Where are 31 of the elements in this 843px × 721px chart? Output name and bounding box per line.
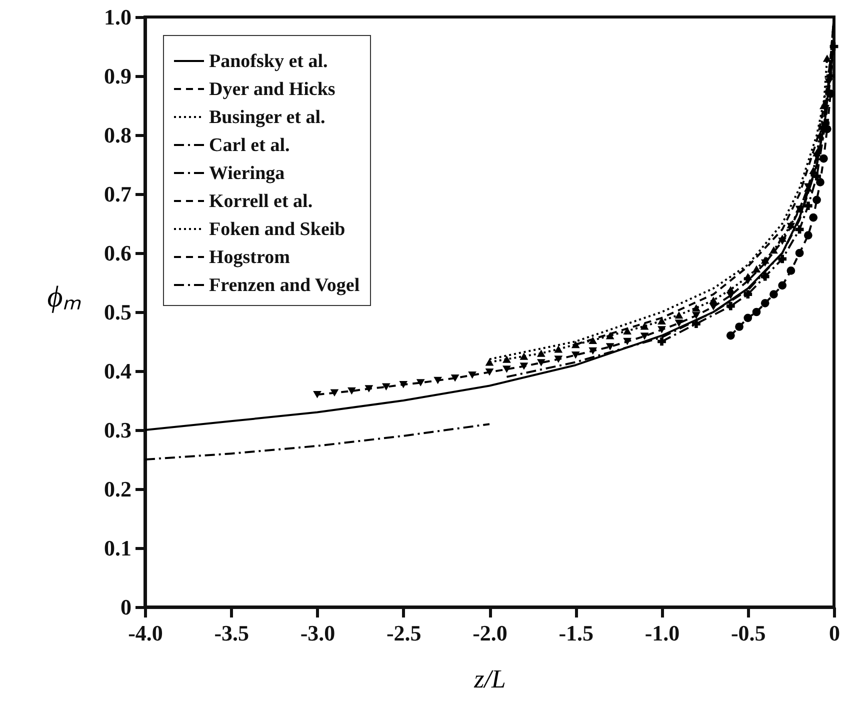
legend-label: Foken and Skeib [209, 219, 346, 240]
x-tick-label: -2.5 [386, 620, 422, 646]
x-axis-title: z/L [473, 664, 506, 694]
y-tick-label: 0.8 [104, 122, 132, 148]
legend-label: Frenzen and Vogel [209, 275, 360, 296]
legend-label: Dyer and Hicks [209, 79, 336, 100]
y-tick-label: 0.1 [104, 536, 132, 560]
x-tick-label: -3.5 [214, 620, 250, 646]
y-tick-label: 0.3 [104, 418, 132, 442]
x-tick-label: -4.0 [128, 620, 163, 646]
x-tick-label: -1.0 [644, 620, 680, 646]
legend-label: Wieringa [209, 163, 286, 184]
x-tick-label: -2.0 [472, 620, 508, 646]
legend-label: Carl et al. [209, 135, 290, 156]
legend-label: Hogstrom [209, 247, 290, 268]
y-tick-label: 0 [120, 594, 132, 620]
x-tick-label: 0 [829, 620, 840, 646]
legend-label: Korrell et al. [209, 191, 313, 212]
y-tick-label: 0.7 [104, 182, 132, 206]
y-tick-label: 0.9 [104, 64, 132, 88]
y-tick-label: 0.6 [104, 240, 132, 266]
y-tick-label: 0.5 [104, 300, 132, 324]
y-tick-label: 0.4 [104, 358, 132, 384]
x-tick-label: -3.0 [300, 620, 336, 646]
y-tick-label: 1.0 [104, 4, 132, 30]
legend-label: Panofsky et al. [209, 51, 328, 72]
x-tick-label: -0.5 [730, 620, 766, 646]
y-axis-title: ϕₘ [47, 280, 81, 314]
y-tick-label: 0.2 [104, 476, 132, 502]
x-tick-label: -1.5 [558, 620, 594, 646]
legend-label: Businger et al. [209, 107, 326, 128]
